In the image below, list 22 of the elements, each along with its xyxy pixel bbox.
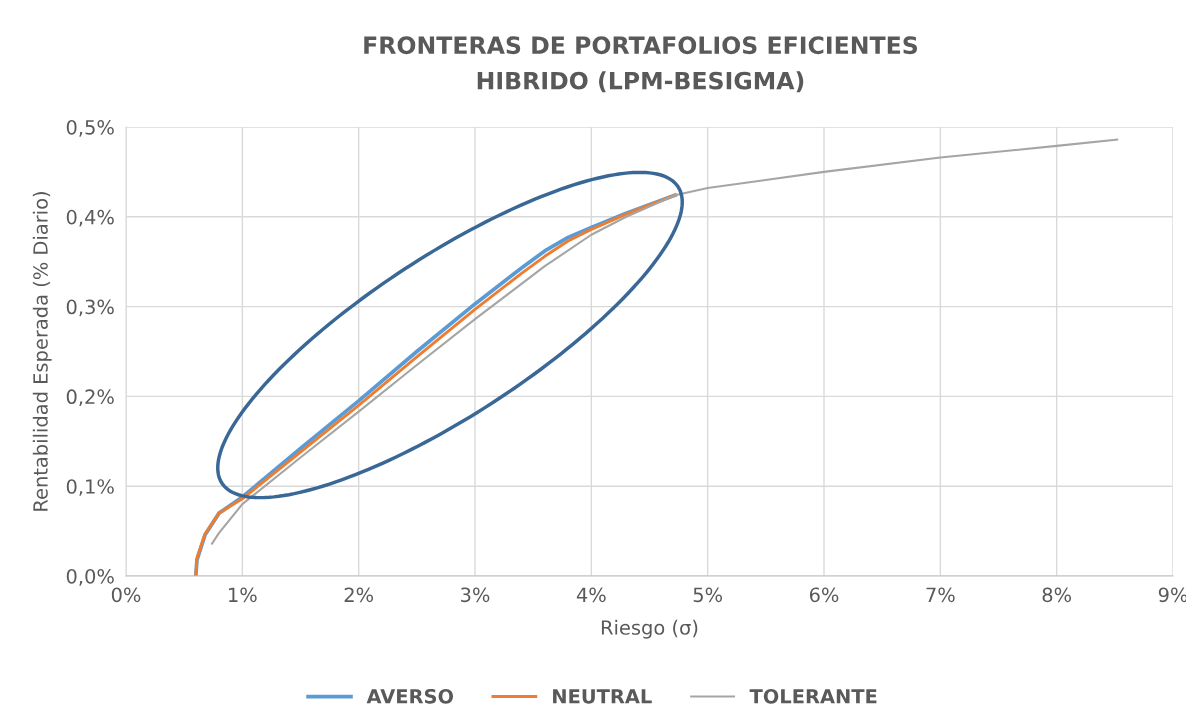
y-tick-label: 0,1% xyxy=(66,479,114,496)
x-tick-label: 0% xyxy=(111,587,141,603)
x-tick-label: 4% xyxy=(576,587,606,603)
y-tick-label: 0,0% xyxy=(66,568,114,586)
legend-label: TOLERANTE xyxy=(749,688,877,704)
y-tick-label: 0,2% xyxy=(66,389,114,407)
x-tick-label: 2% xyxy=(344,587,374,603)
legend-label: NEUTRAL xyxy=(553,689,652,704)
x-axis-title: Riesgo (σ) xyxy=(601,619,698,639)
x-tick-label: 8% xyxy=(1042,587,1072,603)
y-tick-label: 0,5% xyxy=(66,119,114,137)
y-tick-label: 0,3% xyxy=(66,299,114,317)
x-tick-label: 7% xyxy=(926,587,955,603)
line-series xyxy=(211,138,1119,545)
x-tick-label: 5% xyxy=(693,587,723,603)
chart-title: FRONTERAS DE PORTAFOLIOS EFICIENTES HIBRIDO (LPM-BESIGMA) xyxy=(364,36,918,93)
x-tick-label: 6% xyxy=(809,587,839,603)
y-axis-title: Rentabilidad Esperada (% Diario) xyxy=(32,192,52,511)
x-tick-label: 3% xyxy=(461,587,490,603)
x-tick-label: 1% xyxy=(229,587,257,603)
legend-label: AVERSO xyxy=(366,688,454,704)
y-tick-label: 0,4% xyxy=(66,209,114,227)
